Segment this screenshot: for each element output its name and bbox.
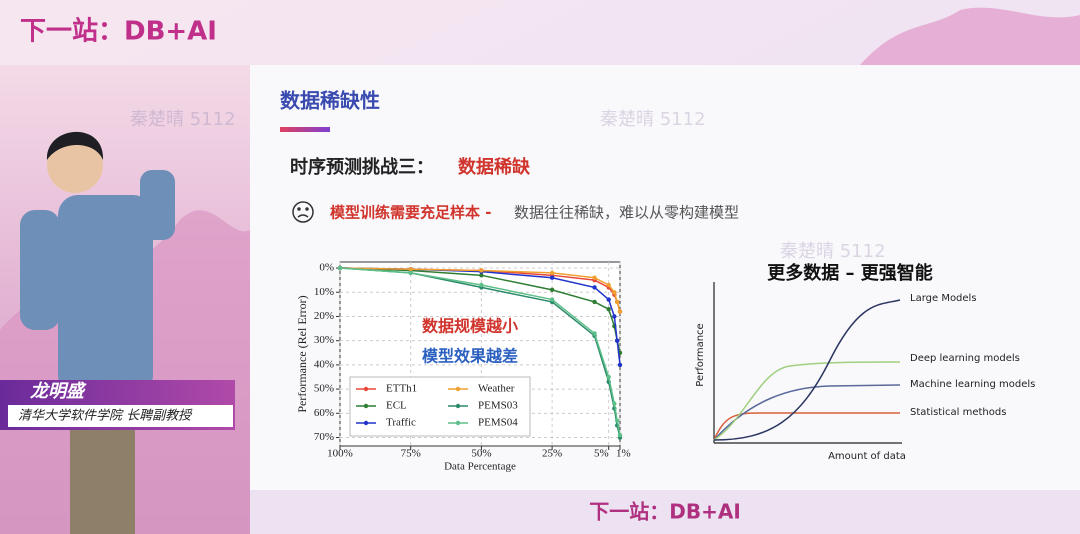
point — [592, 299, 597, 305]
y-tick-label: 40% — [314, 358, 334, 370]
legend-marker — [363, 386, 369, 392]
x-axis-label: Data Percentage — [444, 461, 516, 473]
curve-label: Deep learning models — [910, 353, 1020, 364]
legend-label: PEMS03 — [478, 400, 518, 412]
y-tick-label: 50% — [314, 383, 334, 395]
legend-label: ETTh1 — [386, 383, 417, 395]
y-axis-label: Performance (Rel Error) — [295, 295, 309, 412]
annotation: 模型效果越差 — [422, 347, 518, 366]
point — [479, 268, 484, 273]
curve — [713, 384, 901, 441]
x-tick-label: 5% — [594, 448, 609, 460]
x-tick-label: 50% — [471, 448, 491, 460]
point — [617, 362, 623, 368]
legend-box — [349, 376, 531, 437]
slide-heading-highlight: 数据稀缺 — [458, 156, 531, 178]
bullet-highlight: 模型训练需要充足样本 - — [330, 204, 491, 222]
legend-label: Weather — [478, 383, 515, 395]
footer-logo: 下一站：DB+AI — [589, 500, 741, 524]
legend-label: Traffic — [386, 417, 416, 429]
annotation: 数据规模越小 — [422, 317, 518, 336]
point — [549, 270, 555, 276]
bullet-text: 数据往往稀缺，难以从零构建模型 — [514, 204, 739, 222]
affiliation-box — [8, 405, 233, 427]
legend-marker — [455, 420, 461, 426]
point — [612, 401, 617, 406]
point — [612, 314, 617, 319]
curve-label: Statistical methods — [910, 407, 1006, 418]
curve-label: Machine learning models — [910, 379, 1035, 390]
curve-label: Large Models — [910, 293, 977, 304]
point — [612, 290, 617, 295]
point — [408, 267, 413, 272]
point — [549, 275, 555, 280]
y-tick-label: 20% — [314, 310, 334, 322]
legend-marker — [363, 420, 369, 426]
legend-marker — [363, 403, 369, 409]
point — [614, 299, 620, 305]
curve — [713, 361, 901, 441]
point — [408, 270, 413, 276]
x-tick-label: 100% — [327, 448, 353, 460]
y-tick-label: 30% — [314, 334, 334, 346]
title-underline — [280, 127, 330, 132]
point — [549, 297, 555, 302]
y-tick-label: 10% — [314, 286, 334, 298]
watermark: 秦楚晴 5112 — [130, 109, 236, 130]
point — [592, 331, 597, 336]
point — [549, 287, 555, 293]
point — [614, 338, 620, 343]
point — [606, 282, 611, 288]
curve — [713, 412, 900, 441]
point — [606, 374, 611, 380]
y-axis-label: Performance — [695, 323, 706, 386]
sad-icon — [292, 201, 314, 223]
speaker-name: 龙明盛 — [30, 381, 87, 402]
right-diagram: 更多数据 – 更强智能 Performance Amount of data L… — [695, 262, 1035, 462]
point — [592, 285, 597, 290]
x-tick-label: 25% — [542, 448, 562, 460]
point — [479, 273, 484, 278]
y-tick-label: 0% — [319, 262, 334, 274]
point — [479, 282, 484, 288]
x-axis-label: Amount of data — [828, 451, 906, 462]
point — [592, 275, 597, 280]
legend-marker — [455, 403, 461, 409]
speaker-affiliation: 清华大学软件学院 长聘副教授 — [18, 408, 193, 424]
x-tick-label: 1% — [616, 448, 631, 460]
watermark: 秦楚晴 5112 — [780, 241, 886, 262]
point — [606, 297, 611, 302]
slide-title: 数据稀缺性 — [280, 89, 380, 113]
legend-marker — [455, 386, 461, 392]
legend-label: ECL — [386, 400, 407, 412]
header-logo: 下一站：DB+AI — [20, 17, 217, 47]
point — [337, 265, 343, 271]
diagram-title: 更多数据 – 更强智能 — [767, 262, 933, 284]
point — [617, 309, 623, 314]
y-tick-label: 60% — [314, 407, 334, 419]
decor-mountain — [860, 7, 1080, 66]
footer-bar — [250, 490, 1080, 534]
watermark: 秦楚晴 5112 — [600, 109, 706, 130]
x-tick-label: 75% — [401, 448, 421, 460]
left-chart: 0% 10% 20% 30% 40% 50% 60% 70% 100% 75% 50% 25% 5% 1%… — [295, 261, 631, 473]
slide-heading: 时序预测挑战三： — [290, 156, 434, 178]
point — [614, 418, 620, 423]
point — [606, 307, 611, 312]
point — [617, 432, 623, 438]
curve — [713, 299, 901, 441]
y-tick-label: 70% — [314, 431, 334, 443]
legend-label: PEMS04 — [478, 417, 518, 429]
